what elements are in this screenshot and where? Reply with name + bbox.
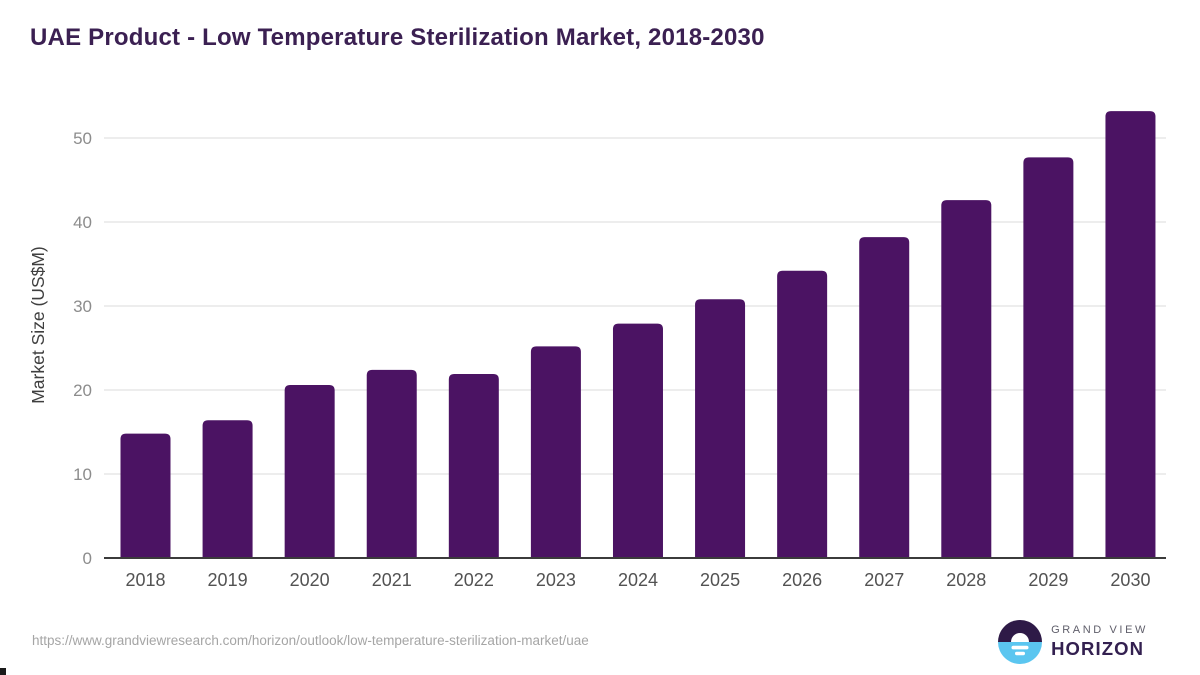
- brand-name-bottom: HORIZON: [1051, 638, 1145, 660]
- bar-2023: [530, 346, 581, 558]
- y-tick-label: 0: [83, 549, 92, 568]
- bar-2022: [448, 374, 499, 558]
- bar-2025: [695, 299, 746, 558]
- x-tick-label-2024: 2024: [618, 570, 658, 590]
- bar-2019: [202, 420, 253, 558]
- x-tick-label-2023: 2023: [536, 570, 576, 590]
- x-tick-label-2030: 2030: [1110, 570, 1150, 590]
- x-tick-label-2020: 2020: [290, 570, 330, 590]
- x-tick-label-2028: 2028: [946, 570, 986, 590]
- brand-name-top: GRAND VIEW: [1051, 624, 1148, 637]
- y-tick-label: 30: [73, 297, 92, 316]
- x-tick-label-2021: 2021: [372, 570, 412, 590]
- y-tick-label: 50: [73, 129, 92, 148]
- bar-2026: [777, 270, 828, 558]
- y-tick-label: 40: [73, 213, 92, 232]
- bar-2024: [612, 323, 663, 558]
- horizon-logo-icon: [998, 620, 1043, 664]
- x-tick-label-2022: 2022: [454, 570, 494, 590]
- bar-2027: [859, 237, 910, 558]
- y-tick-label: 10: [73, 465, 92, 484]
- x-tick-label-2026: 2026: [782, 570, 822, 590]
- corner-artifact: [0, 668, 6, 675]
- bar-2030: [1105, 111, 1156, 559]
- x-tick-label-2025: 2025: [700, 570, 740, 590]
- bar-2021: [366, 369, 417, 558]
- chart-title: UAE Product - Low Temperature Sterilizat…: [30, 24, 765, 51]
- y-tick-label: 20: [73, 381, 92, 400]
- x-tick-label-2027: 2027: [864, 570, 904, 590]
- x-tick-label-2018: 2018: [125, 570, 165, 590]
- bar-2029: [1023, 157, 1074, 558]
- y-axis-title: Market Size (US$M): [28, 246, 48, 404]
- x-tick-label-2019: 2019: [208, 570, 248, 590]
- brand-name: GRAND VIEW HORIZON: [1051, 625, 1148, 659]
- bar-chart: 0 10 20 30 40 50 Market Size (US$M) 2018 2019 202…: [0, 85, 1200, 605]
- bar-2018: [120, 433, 171, 558]
- brand-logo: GRAND VIEW HORIZON: [998, 620, 1148, 664]
- bar-2020: [284, 384, 335, 558]
- source-url: https://www.grandviewresearch.com/horizo…: [32, 633, 589, 648]
- bar-2028: [941, 200, 992, 558]
- x-tick-label-2029: 2029: [1028, 570, 1068, 590]
